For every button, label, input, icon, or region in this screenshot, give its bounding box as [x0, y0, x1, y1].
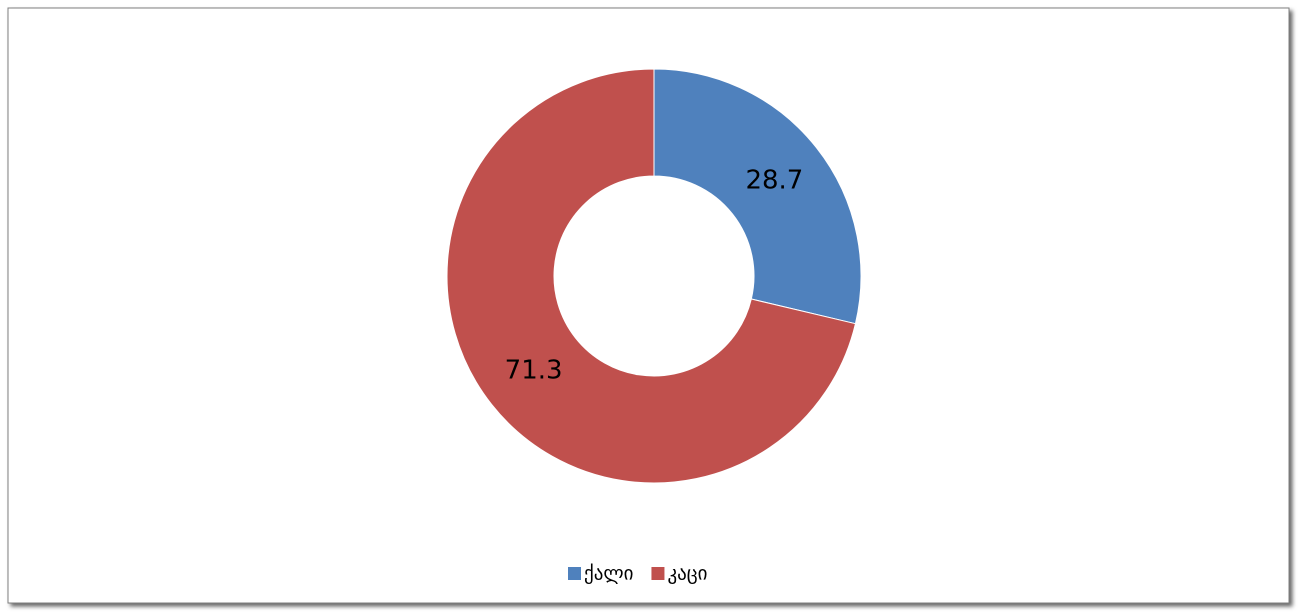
data-label: 71.3 [505, 356, 563, 386]
legend-label: ქალი [584, 563, 633, 585]
legend-label: კაცი [667, 563, 707, 585]
donut-slice [653, 68, 862, 325]
data-label: 28.7 [745, 165, 803, 195]
legend-swatch [651, 567, 665, 580]
legend-swatch [568, 567, 581, 580]
donut-slice [446, 68, 857, 484]
